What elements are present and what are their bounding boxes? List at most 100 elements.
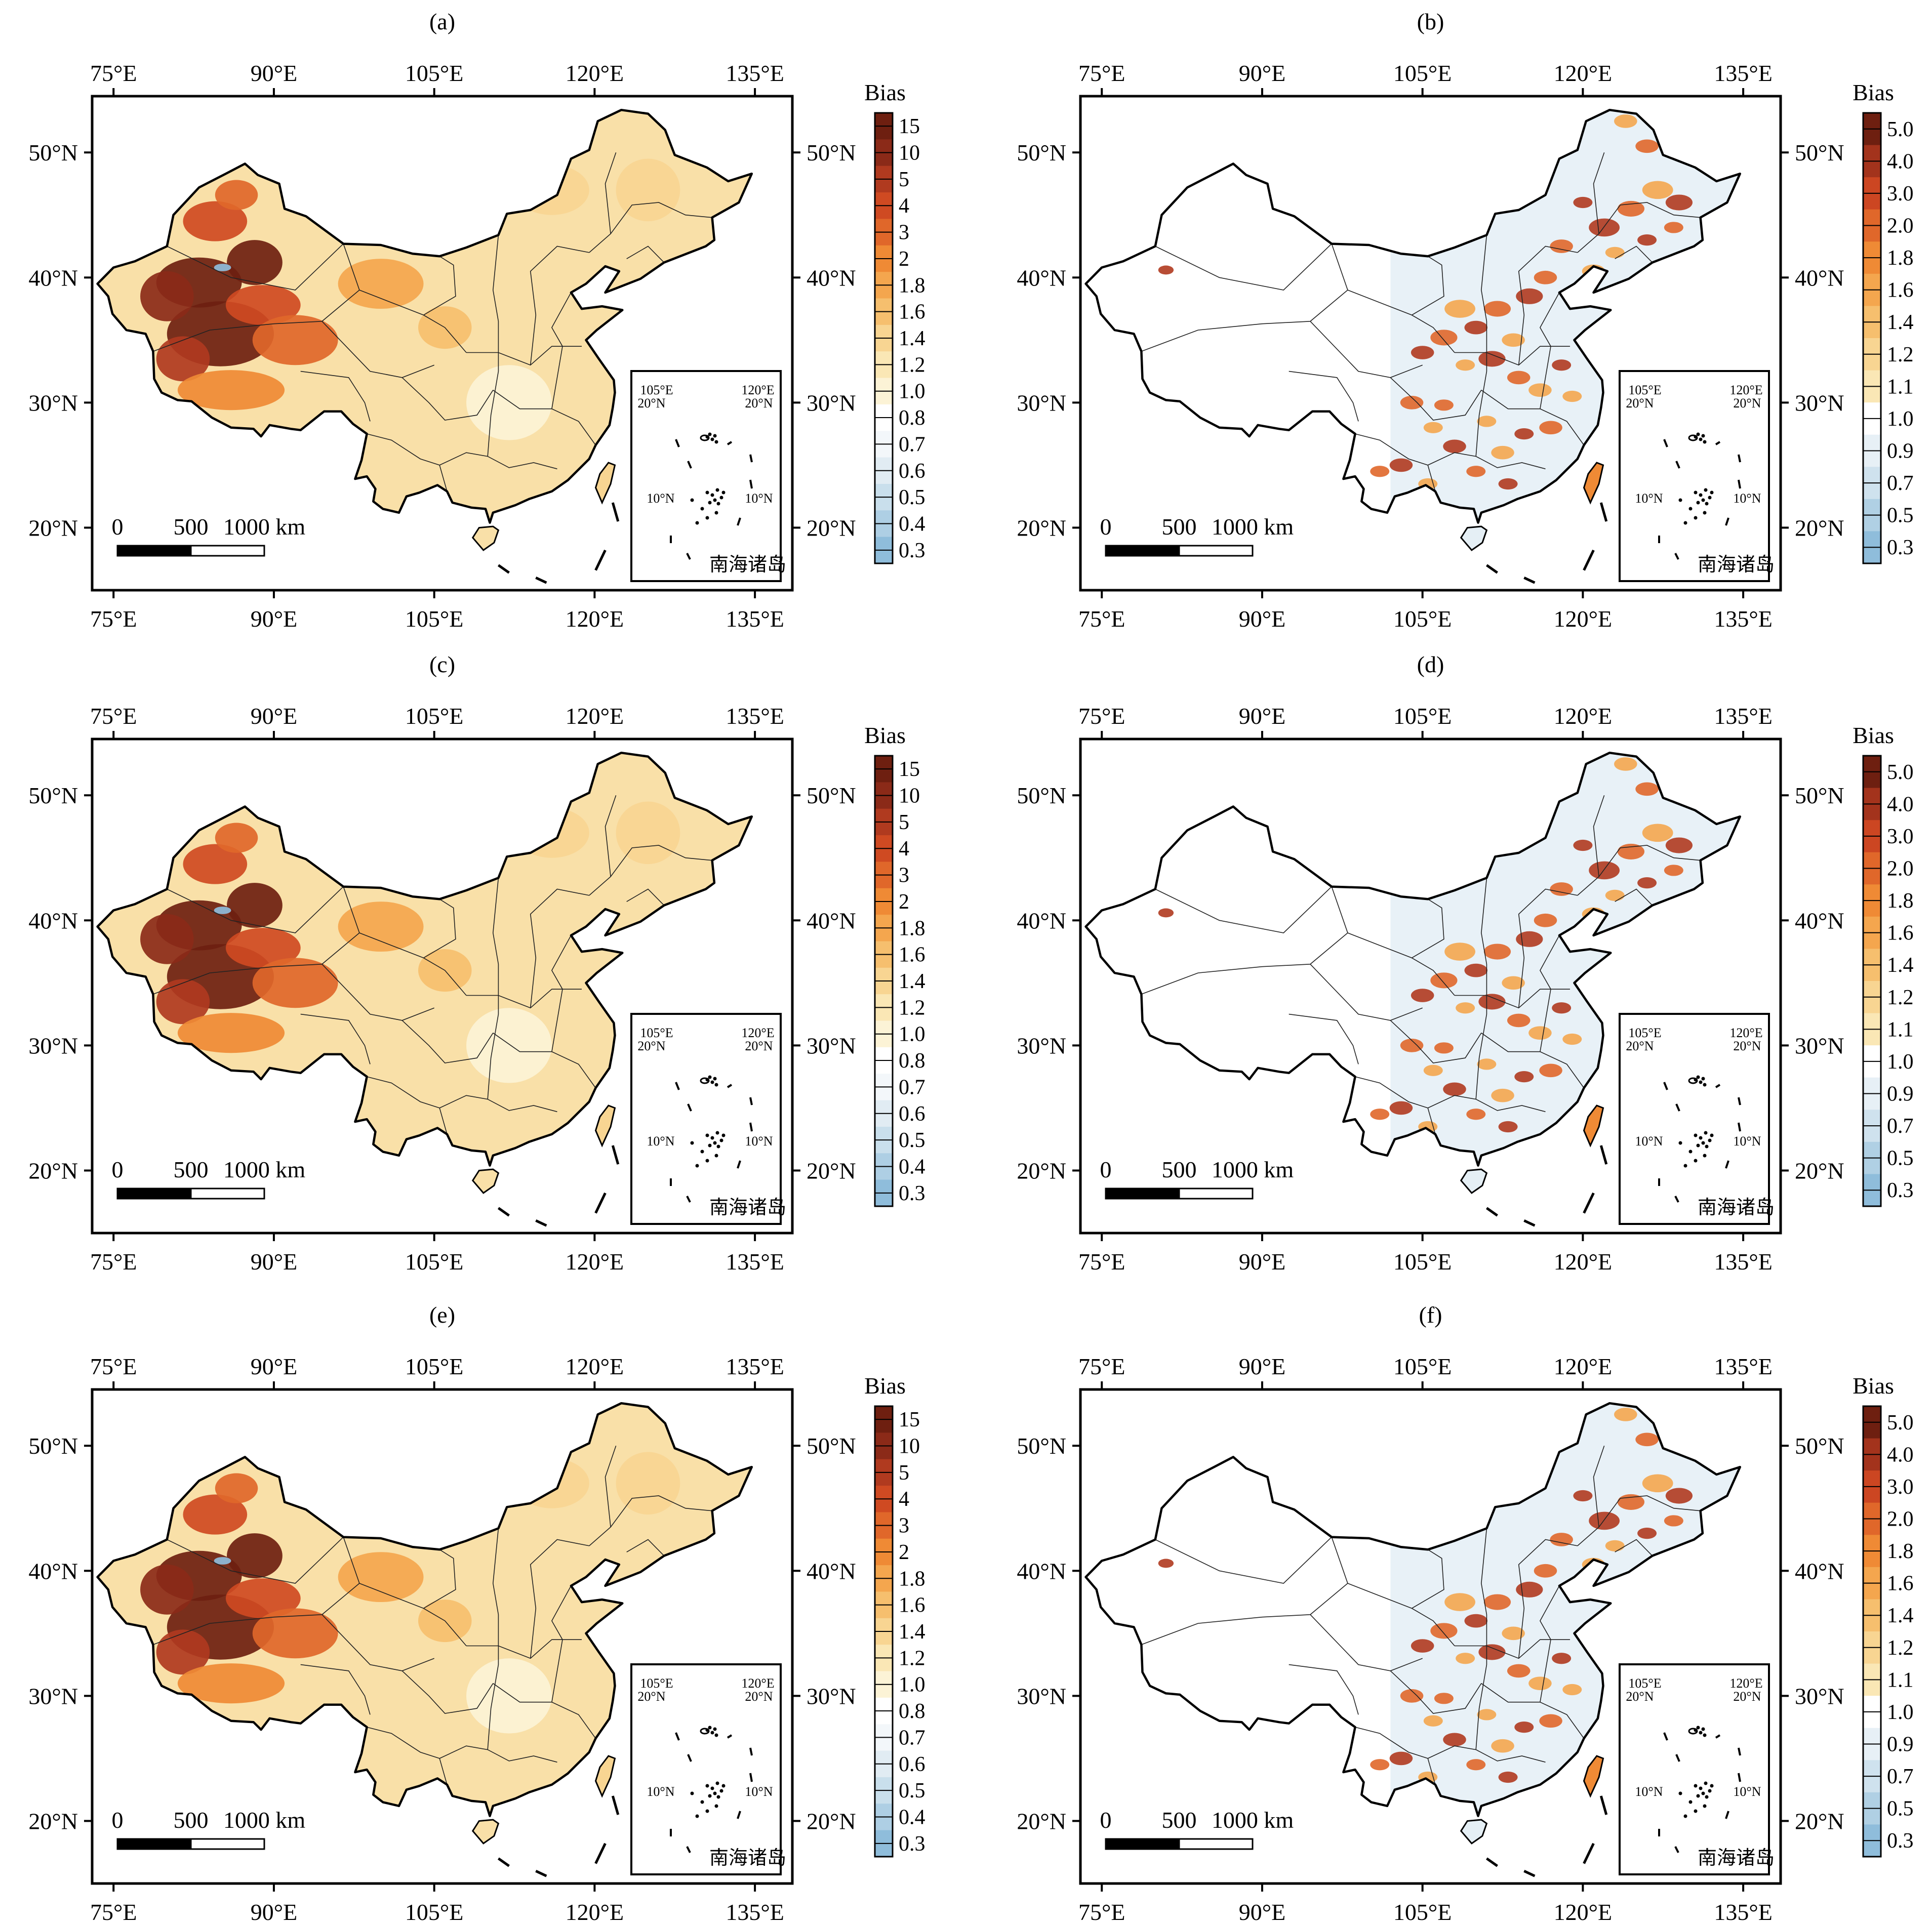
bias-patch xyxy=(1605,1540,1625,1551)
inset-island xyxy=(1699,1786,1703,1790)
inset-dash xyxy=(1663,1732,1668,1741)
province-boundary xyxy=(1412,898,1444,959)
colorbar-title: Bias xyxy=(1853,79,1894,105)
bias-patch xyxy=(1483,301,1511,317)
colorbar-title: Bias xyxy=(864,722,906,748)
inset-island xyxy=(715,1131,719,1135)
inset-frame xyxy=(1619,370,1770,582)
bias-patch xyxy=(1389,458,1413,472)
inset-island xyxy=(710,493,714,497)
lon-tick-label: 135°E xyxy=(1714,703,1773,729)
inset-island xyxy=(714,1804,718,1808)
colorbar-tick-label: 3.0 xyxy=(1887,825,1914,848)
lon-tick-label: 105°E xyxy=(405,1354,464,1379)
bias-patch xyxy=(1464,1614,1488,1628)
lon-tick-label: 120°E xyxy=(1554,60,1613,86)
inset-island xyxy=(705,1784,709,1788)
lon-tick-label: 90°E xyxy=(251,606,298,632)
colorbar-tick-label: 1.2 xyxy=(899,353,925,377)
colorbar-tick-label: 0.6 xyxy=(899,1102,925,1126)
inset-dash xyxy=(1663,1082,1668,1090)
lon-tick-label: 135°E xyxy=(1714,1354,1773,1379)
boundary-dash xyxy=(1599,1795,1608,1815)
scale-bar xyxy=(116,1838,192,1850)
inset-island xyxy=(1694,1159,1698,1163)
province-boundary xyxy=(1475,235,1487,457)
bias-patch xyxy=(177,1663,285,1704)
bias-patch xyxy=(1478,994,1506,1010)
inset-dash xyxy=(686,1846,691,1853)
inset-island xyxy=(713,1077,717,1081)
lat-tick-label: 50°N xyxy=(28,783,78,808)
province-boundary xyxy=(1141,1537,1348,1645)
lon-tick-label: 105°E xyxy=(1393,1249,1452,1275)
lon-tick-label: 75°E xyxy=(90,606,137,632)
inset-island xyxy=(700,1150,704,1154)
lon-tick-label: 135°E xyxy=(726,60,784,86)
province-boundary xyxy=(401,1670,494,1714)
inset-lon-label: 120°E xyxy=(741,383,774,397)
bias-patch xyxy=(1464,320,1488,335)
scale-bar xyxy=(1105,1838,1180,1850)
inset-frame xyxy=(1619,1013,1770,1225)
inset-island xyxy=(721,1133,726,1137)
inset-lat-label: 10°N xyxy=(647,491,674,506)
bias-patch xyxy=(466,1008,552,1083)
lat-tick-label: 30°N xyxy=(28,1683,78,1709)
colorbar-frame xyxy=(1862,755,1882,1207)
lat-tick-label: 30°N xyxy=(1795,1683,1844,1709)
colorbar-tick-label: 1.0 xyxy=(1887,1050,1914,1074)
inset-island xyxy=(1710,1784,1714,1788)
hainan-island xyxy=(1460,525,1488,551)
bias-patch xyxy=(1534,1564,1557,1578)
inset-island xyxy=(1688,507,1693,511)
inset-island xyxy=(710,1080,714,1084)
bias-patch xyxy=(1466,1109,1486,1120)
colorbar-tick-label: 0.9 xyxy=(1887,1083,1914,1106)
bias-patch xyxy=(1635,782,1659,796)
bias-patch xyxy=(1507,1013,1531,1028)
hainan-island xyxy=(471,1819,500,1845)
map-panel-4: (e) 75°E 75°E 90°E 90°E 105°E 105°E 120°E 120°E 1… xyxy=(28,1302,925,1925)
panel-label: (b) xyxy=(1417,9,1444,34)
bias-patch xyxy=(1573,196,1593,209)
colorbar-tick-label: 1.0 xyxy=(899,1023,925,1046)
inset-island xyxy=(1710,490,1714,495)
inset-island xyxy=(1701,1077,1705,1081)
colorbar-tick-label: 2.0 xyxy=(1887,215,1914,238)
province-boundary xyxy=(487,878,499,1099)
colorbar-tick-label: 1.8 xyxy=(1887,247,1914,270)
colorbar-tick-label: 3 xyxy=(899,1514,909,1538)
lat-tick-label: 20°N xyxy=(1017,1808,1066,1834)
province-boundary xyxy=(367,433,448,492)
bias-patch xyxy=(1423,1064,1443,1076)
bias-patch xyxy=(183,1494,248,1535)
colorbar-tick-label: 1.0 xyxy=(1887,1701,1914,1724)
bias-patch xyxy=(1573,839,1593,851)
colorbar-tick-label: 5.0 xyxy=(1887,1411,1914,1435)
inset-island xyxy=(700,1077,710,1084)
bias-patch xyxy=(1456,359,1475,371)
colorbar-tick-label: 4.0 xyxy=(1887,793,1914,816)
colorbar-tick-label: 1.4 xyxy=(899,1620,925,1644)
taiwan-island xyxy=(594,1755,616,1798)
scale-bar-label: 0 xyxy=(1100,1807,1112,1833)
lat-tick-label: 20°N xyxy=(1795,515,1844,541)
colorbar-frame xyxy=(1862,112,1882,564)
inset-island xyxy=(713,1141,717,1145)
inset-lat-label: 20°N xyxy=(637,1689,665,1704)
bias-patch xyxy=(225,928,301,968)
lat-tick-label: 40°N xyxy=(807,908,856,933)
boundary-dash xyxy=(1485,564,1498,574)
province-boundary xyxy=(1155,243,1332,291)
bias-patch xyxy=(215,1473,258,1503)
lon-tick-label: 105°E xyxy=(1393,606,1452,632)
lon-tick-label: 75°E xyxy=(1078,1354,1125,1379)
inset-island xyxy=(705,1159,709,1163)
inset-dash xyxy=(686,1196,691,1203)
boundary-dash xyxy=(1523,577,1536,584)
bias-patch xyxy=(1664,222,1683,233)
bias-patch xyxy=(227,240,283,285)
inset-lon-label: 120°E xyxy=(1729,1026,1762,1040)
